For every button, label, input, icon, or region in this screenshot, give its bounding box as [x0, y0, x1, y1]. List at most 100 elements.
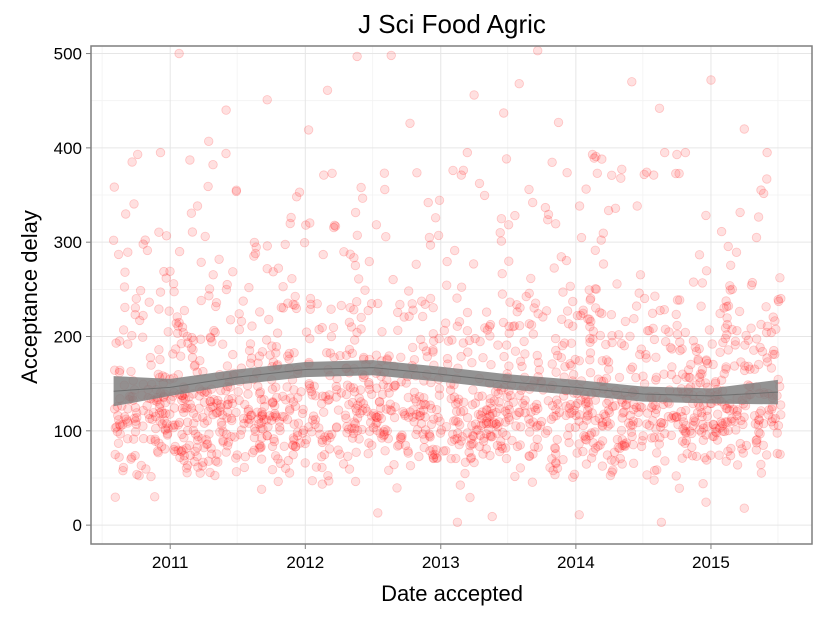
data-point: [305, 383, 315, 394]
data-point: [280, 463, 291, 474]
data-point: [152, 446, 163, 456]
data-point: [723, 301, 734, 311]
data-point: [477, 391, 487, 401]
data-point: [115, 365, 125, 376]
data-point: [319, 450, 330, 460]
data-point: [283, 351, 293, 361]
data-point: [524, 184, 534, 195]
plot-panel: [91, 46, 812, 544]
data-point: [228, 267, 238, 277]
data-point: [562, 306, 573, 316]
data-point: [595, 307, 605, 318]
data-point: [240, 399, 250, 410]
data-point: [290, 300, 300, 311]
data-point: [535, 420, 546, 431]
data-point: [569, 405, 579, 416]
data-point: [533, 403, 543, 414]
data-point: [690, 417, 700, 427]
data-point: [582, 415, 592, 425]
data-point: [776, 400, 786, 410]
data-point: [210, 327, 220, 338]
data-point: [718, 426, 728, 436]
data-point: [576, 395, 586, 405]
data-point: [618, 408, 628, 418]
data-point: [650, 408, 661, 418]
data-point: [238, 413, 249, 424]
data-point: [466, 452, 477, 463]
data-point: [671, 168, 681, 179]
data-point: [484, 424, 494, 435]
data-point: [553, 399, 563, 409]
data-point: [159, 415, 169, 425]
data-point: [721, 362, 731, 372]
data-point: [558, 287, 568, 297]
data-point: [756, 406, 766, 416]
data-point: [310, 415, 321, 425]
data-point: [173, 445, 183, 455]
data-point: [168, 349, 178, 359]
y-tick-label: 100: [54, 422, 82, 441]
data-point: [150, 434, 160, 444]
data-point: [627, 362, 638, 372]
data-point: [727, 324, 737, 335]
data-point: [543, 209, 554, 220]
data-point: [319, 170, 329, 180]
data-point: [761, 302, 771, 312]
data-point: [660, 324, 671, 335]
data-point: [607, 170, 617, 181]
data-point: [700, 453, 710, 463]
data-point: [291, 303, 302, 314]
data-point: [388, 274, 398, 285]
data-point: [240, 452, 251, 462]
data-point: [326, 331, 337, 342]
data-point: [344, 400, 354, 410]
data-point: [496, 436, 506, 447]
data-point: [400, 410, 410, 421]
data-point: [249, 445, 259, 455]
data-point: [324, 394, 334, 405]
data-point: [723, 345, 734, 355]
data-point: [346, 322, 357, 332]
data-point: [292, 427, 303, 438]
data-point: [265, 350, 275, 360]
data-point: [766, 417, 777, 427]
data-point: [344, 344, 355, 355]
data-point: [311, 462, 322, 472]
data-point: [672, 329, 683, 340]
data-point: [203, 181, 213, 192]
data-point: [607, 331, 617, 341]
data-point: [425, 400, 435, 410]
data-point: [751, 435, 761, 446]
data-point: [378, 380, 388, 390]
data-point: [740, 340, 750, 350]
data-point: [498, 317, 509, 328]
data-point: [364, 438, 374, 448]
data-point: [234, 309, 244, 319]
data-point: [130, 303, 141, 313]
data-point: [195, 468, 205, 478]
data-point: [752, 438, 762, 448]
data-point: [725, 285, 735, 295]
data-point: [571, 410, 581, 421]
data-point: [155, 287, 166, 297]
data-point: [331, 423, 342, 433]
data-point: [122, 434, 133, 444]
data-point: [607, 467, 617, 477]
data-point: [285, 404, 295, 414]
data-point: [698, 419, 708, 430]
data-point: [138, 421, 148, 431]
data-point: [520, 401, 530, 411]
data-point: [271, 412, 281, 422]
data-point: [435, 416, 445, 427]
data-point: [326, 304, 336, 314]
data-point: [578, 446, 588, 457]
data-point: [401, 378, 411, 388]
data-point: [574, 510, 584, 520]
data-point: [481, 429, 492, 439]
data-point: [475, 336, 485, 347]
data-point: [155, 147, 166, 158]
data-point: [495, 227, 505, 238]
data-point: [259, 414, 269, 425]
data-point: [423, 197, 433, 208]
data-point: [192, 435, 203, 445]
